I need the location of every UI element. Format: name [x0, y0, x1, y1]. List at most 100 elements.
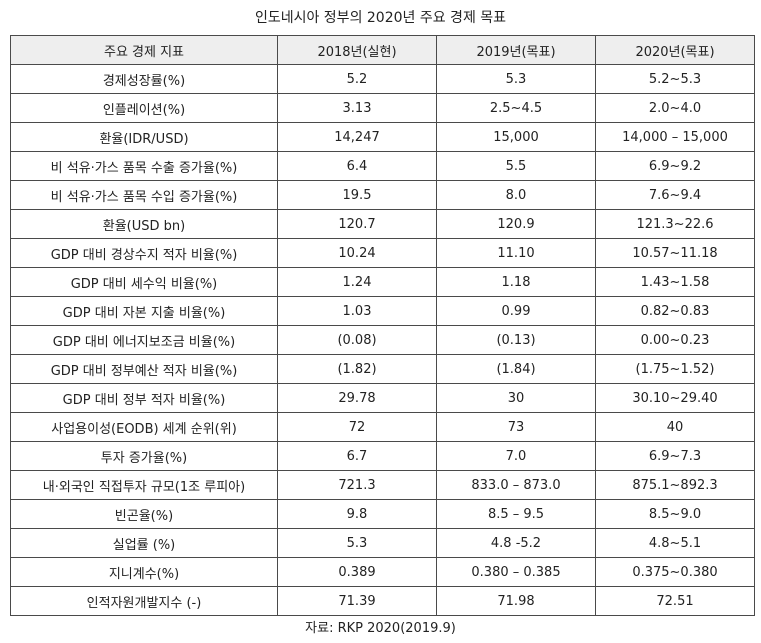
value-2019-cell: 11.10 — [436, 238, 596, 268]
value-2019-cell: 5.5 — [436, 151, 596, 181]
value-2020-cell: 2.0~4.0 — [595, 93, 755, 123]
indicator-cell: GDP 대비 에너지보조금 비율(%) — [10, 325, 278, 355]
value-2018-cell: 71.39 — [277, 586, 437, 616]
table-row: 환율(USD bn) 120.7 120.9 121.3~22.6 — [10, 209, 755, 239]
indicator-cell: 지니계수(%) — [10, 557, 278, 587]
table-row: 경제성장률(%) 5.2 5.3 5.2~5.3 — [10, 64, 755, 94]
value-2018-cell: 14,247 — [277, 122, 437, 152]
value-2019-cell: 73 — [436, 412, 596, 442]
table-row: 사업용이성(EODB) 세계 순위(위) 72 73 40 — [10, 412, 755, 442]
header-2020: 2020년(목표) — [595, 35, 755, 65]
value-2018-cell: 6.4 — [277, 151, 437, 181]
value-2020-cell: 875.1~892.3 — [595, 470, 755, 500]
table-row: 내·외국인 직접투자 규모(1조 루피아) 721.3 833.0 – 873.0 8… — [10, 470, 755, 500]
indicator-cell: 비 석유·가스 품목 수입 증가율(%) — [10, 180, 278, 210]
value-2019-cell: 120.9 — [436, 209, 596, 239]
value-2020-cell: 5.2~5.3 — [595, 64, 755, 94]
table-row: 인적자원개발지수 (-) 71.39 71.98 72.51 — [10, 586, 755, 616]
indicator-cell: GDP 대비 정부 적자 비율(%) — [10, 383, 278, 413]
value-2020-cell: 6.9~9.2 — [595, 151, 755, 181]
value-2019-cell: 5.3 — [436, 64, 596, 94]
value-2020-cell: 7.6~9.4 — [595, 180, 755, 210]
value-2019-cell: 1.18 — [436, 267, 596, 297]
value-2019-cell: 0.99 — [436, 296, 596, 326]
indicator-cell: GDP 대비 정부예산 적자 비율(%) — [10, 354, 278, 384]
indicator-cell: 빈곤율(%) — [10, 499, 278, 529]
value-2018-cell: 3.13 — [277, 93, 437, 123]
table-row: GDP 대비 정부예산 적자 비율(%) (1.82) (1.84) (1.75~1.… — [10, 354, 755, 384]
value-2019-cell: 2.5~4.5 — [436, 93, 596, 123]
indicator-cell: 사업용이성(EODB) 세계 순위(위) — [10, 412, 278, 442]
value-2018-cell: 1.03 — [277, 296, 437, 326]
value-2018-cell: 10.24 — [277, 238, 437, 268]
table-row: GDP 대비 경상수지 적자 비율(%) 10.24 11.10 10.57~11.1… — [10, 238, 755, 268]
value-2020-cell: 0.82~0.83 — [595, 296, 755, 326]
table-row: GDP 대비 세수익 비율(%) 1.24 1.18 1.43~1.58 — [10, 267, 755, 297]
table-title: 인도네시아 정부의 2020년 주요 경제 목표 — [254, 10, 507, 26]
table-row: 인플레이션(%) 3.13 2.5~4.5 2.0~4.0 — [10, 93, 755, 123]
value-2019-cell: (0.13) — [436, 325, 596, 355]
value-2019-cell: 8.5 – 9.5 — [436, 499, 596, 529]
indicator-cell: 인적자원개발지수 (-) — [10, 586, 278, 616]
indicator-cell: 환율(IDR/USD) — [10, 122, 278, 152]
value-2019-cell: 71.98 — [436, 586, 596, 616]
value-2019-cell: 4.8 -5.2 — [436, 528, 596, 558]
value-2018-cell: (0.08) — [277, 325, 437, 355]
value-2018-cell: 6.7 — [277, 441, 437, 471]
value-2020-cell: 0.00~0.23 — [595, 325, 755, 355]
value-2020-cell: 6.9~7.3 — [595, 441, 755, 471]
value-2020-cell: 8.5~9.0 — [595, 499, 755, 529]
indicator-cell: GDP 대비 자본 지출 비율(%) — [10, 296, 278, 326]
value-2018-cell: 5.2 — [277, 64, 437, 94]
table-row: 투자 증가율(%) 6.7 7.0 6.9~7.3 — [10, 441, 755, 471]
value-2018-cell: 19.5 — [277, 180, 437, 210]
header-2019: 2019년(목표) — [436, 35, 596, 65]
value-2018-cell: 72 — [277, 412, 437, 442]
indicator-cell: GDP 대비 경상수지 적자 비율(%) — [10, 238, 278, 268]
value-2019-cell: 833.0 – 873.0 — [436, 470, 596, 500]
table-row: 지니계수(%) 0.389 0.380 – 0.385 0.375~0.380 — [10, 557, 755, 587]
table-row: GDP 대비 자본 지출 비율(%) 1.03 0.99 0.82~0.83 — [10, 296, 755, 326]
value-2018-cell: (1.82) — [277, 354, 437, 384]
table-row: 비 석유·가스 품목 수출 증가율(%) 6.4 5.5 6.9~9.2 — [10, 151, 755, 181]
value-2019-cell: 15,000 — [436, 122, 596, 152]
value-2020-cell: 10.57~11.18 — [595, 238, 755, 268]
table-row: GDP 대비 에너지보조금 비율(%) (0.08) (0.13) 0.00~0.23 — [10, 325, 755, 355]
value-2018-cell: 721.3 — [277, 470, 437, 500]
value-2020-cell: 4.8~5.1 — [595, 528, 755, 558]
table-row: 환율(IDR/USD) 14,247 15,000 14,000 – 15,000 — [10, 122, 755, 152]
value-2018-cell: 1.24 — [277, 267, 437, 297]
value-2019-cell: 0.380 – 0.385 — [436, 557, 596, 587]
table-row: GDP 대비 정부 적자 비율(%) 29.78 30 30.10~29.40 — [10, 383, 755, 413]
table-body: 경제성장률(%) 5.2 5.3 5.2~5.3 인플레이션(%) 3.13 2.5~4.5… — [10, 64, 755, 616]
value-2019-cell: 7.0 — [436, 441, 596, 471]
value-2019-cell: (1.84) — [436, 354, 596, 384]
indicator-cell: 경제성장률(%) — [10, 64, 278, 94]
value-2020-cell: 121.3~22.6 — [595, 209, 755, 239]
table-row: 실업률 (%) 5.3 4.8 -5.2 4.8~5.1 — [10, 528, 755, 558]
header-2018: 2018년(실현) — [277, 35, 437, 65]
value-2020-cell: 72.51 — [595, 586, 755, 616]
header-indicator: 주요 경제 지표 — [10, 35, 278, 65]
value-2020-cell: (1.75~1.52) — [595, 354, 755, 384]
indicator-cell: 실업률 (%) — [10, 528, 278, 558]
value-2018-cell: 120.7 — [277, 209, 437, 239]
indicator-cell: 비 석유·가스 품목 수출 증가율(%) — [10, 151, 278, 181]
economic-targets-table: 주요 경제 지표 2018년(실현) 2019년(목표) 2020년(목표) 경… — [10, 35, 755, 616]
indicator-cell: 환율(USD bn) — [10, 209, 278, 239]
table-row: 비 석유·가스 품목 수입 증가율(%) 19.5 8.0 7.6~9.4 — [10, 180, 755, 210]
indicator-cell: 인플레이션(%) — [10, 93, 278, 123]
value-2018-cell: 9.8 — [277, 499, 437, 529]
value-2020-cell: 1.43~1.58 — [595, 267, 755, 297]
indicator-cell: GDP 대비 세수익 비율(%) — [10, 267, 278, 297]
table-row: 빈곤율(%) 9.8 8.5 – 9.5 8.5~9.0 — [10, 499, 755, 529]
value-2020-cell: 40 — [595, 412, 755, 442]
value-2018-cell: 29.78 — [277, 383, 437, 413]
value-2018-cell: 0.389 — [277, 557, 437, 587]
value-2020-cell: 14,000 – 15,000 — [595, 122, 755, 152]
value-2020-cell: 0.375~0.380 — [595, 557, 755, 587]
value-2019-cell: 30 — [436, 383, 596, 413]
indicator-cell: 투자 증가율(%) — [10, 441, 278, 471]
value-2020-cell: 30.10~29.40 — [595, 383, 755, 413]
value-2019-cell: 8.0 — [436, 180, 596, 210]
